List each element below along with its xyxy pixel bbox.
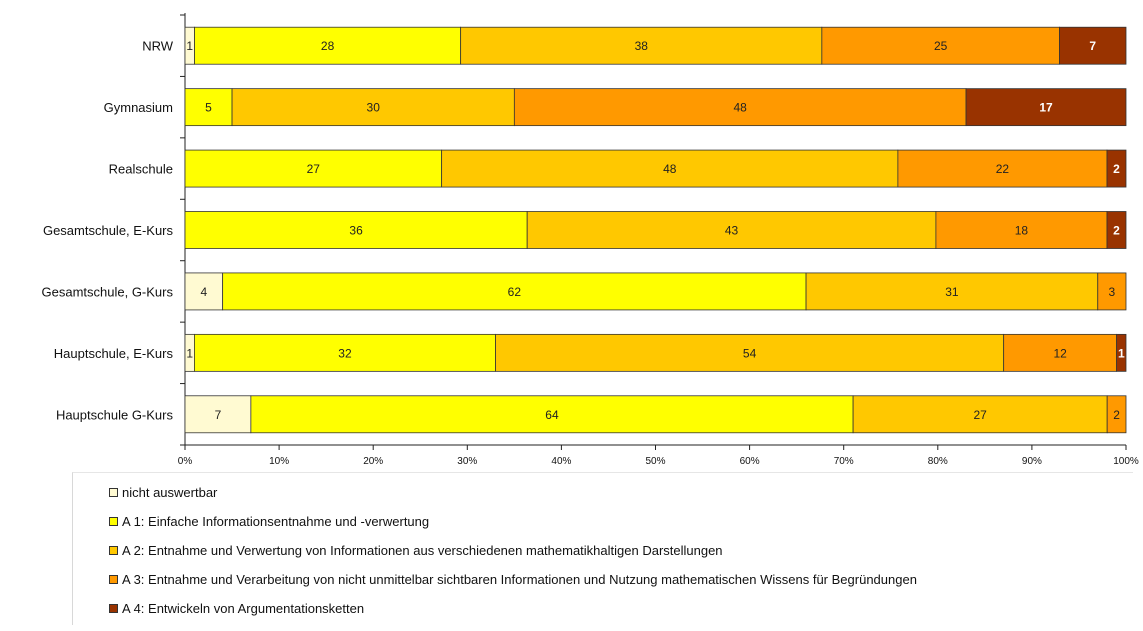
data-label: 2: [1113, 162, 1120, 176]
data-label: 48: [663, 162, 677, 176]
data-label: 17: [1039, 101, 1053, 115]
bar-segment: [852, 395, 1108, 434]
chart-legend: nicht auswertbar A 1: Einfache Informatio…: [72, 472, 1133, 625]
data-label: 54: [743, 346, 757, 360]
legend-swatch: [109, 487, 118, 497]
category-label: Realschule: [109, 162, 173, 177]
legend-swatch: [109, 516, 118, 526]
data-label: 27: [973, 408, 987, 422]
x-tick-label: 100%: [1113, 456, 1139, 467]
legend-label: A 4: Entwickeln von Argumentationsketten: [122, 600, 365, 616]
category-label: Gymnasium: [104, 100, 173, 115]
bar-segment: [935, 211, 1108, 249]
data-label: 32: [338, 346, 352, 360]
bar-segment: [184, 395, 252, 434]
bar-segment: [965, 88, 1127, 127]
bar-segment: [805, 272, 1099, 311]
bar-segment: [184, 272, 224, 311]
x-tick-label: 30%: [457, 456, 477, 467]
bar-segment: [1003, 333, 1117, 372]
x-tick-label: 80%: [928, 456, 948, 467]
legend-swatch: [109, 603, 118, 613]
bar-segment: [495, 333, 1005, 372]
legend-label: A 3: Entnahme und Verarbeitung von nicht…: [122, 571, 917, 587]
legend-item: A 2: Entnahme und Verwertung von Informa…: [109, 541, 723, 559]
data-label: 2: [1113, 408, 1120, 422]
category-label: Hauptschule G-Kurs: [56, 407, 174, 422]
bar-segment: [1106, 395, 1127, 434]
data-label: 28: [321, 39, 335, 53]
x-tick-label: 0%: [178, 456, 193, 467]
category-label: Gesamtschule, E-Kurs: [43, 223, 174, 238]
bar-segment: [441, 149, 899, 188]
x-tick-label: 70%: [834, 456, 854, 467]
bar-segment: [1097, 272, 1127, 311]
x-tick-label: 60%: [740, 456, 760, 467]
legend-item: A 3: Entnahme und Verarbeitung von nicht…: [109, 570, 917, 588]
bar-segment: [1116, 333, 1127, 372]
data-label: 27: [307, 162, 321, 176]
data-label: 22: [996, 162, 1010, 176]
data-label: 25: [934, 39, 948, 53]
legend-label: A 2: Entnahme und Verwertung von Informa…: [122, 542, 723, 558]
data-label: 2: [1113, 224, 1120, 238]
legend-label: A 1: Einfache Informationsentnahme und -…: [122, 513, 430, 529]
data-label: 43: [725, 224, 739, 238]
bar-segment: [821, 26, 1060, 65]
data-label: 30: [367, 101, 381, 115]
bar-segment: [1106, 211, 1127, 249]
category-label: NRW: [142, 39, 174, 54]
legend-item: nicht auswertbar: [109, 483, 217, 501]
chart-svg: 0% 10% 20% 30% 40% 50% 60% 70% 80% 90% 100% NRW 1 28 3…: [42, 13, 1139, 467]
data-label: 38: [635, 39, 649, 53]
x-tick-label: 40%: [551, 456, 571, 467]
data-label: 1: [186, 39, 193, 53]
data-label: 62: [508, 285, 522, 299]
bar-segment: [231, 88, 515, 127]
data-label: 4: [200, 285, 207, 299]
data-label: 64: [545, 408, 559, 422]
bar-segment: [1106, 149, 1127, 188]
data-label: 1: [1118, 346, 1125, 360]
stacked-bar-chart: 0% 10% 20% 30% 40% 50% 60% 70% 80% 90% 100% NRW 1 28 3…: [42, 13, 1139, 467]
data-label: 18: [1015, 224, 1029, 238]
x-tick-label: 90%: [1022, 456, 1042, 467]
legend-swatch: [109, 574, 118, 584]
legend-label: nicht auswertbar: [122, 484, 218, 500]
legend-swatch: [109, 545, 118, 555]
data-label: 31: [945, 285, 959, 299]
bar-segment: [250, 395, 854, 434]
data-label: 48: [734, 101, 748, 115]
category-label: Hauptschule, E-Kurs: [54, 346, 174, 361]
data-label: 3: [1109, 285, 1116, 299]
bar-segment: [513, 88, 967, 127]
data-label: 7: [1089, 39, 1096, 53]
bar-segment: [184, 88, 233, 127]
data-label: 12: [1053, 346, 1067, 360]
data-label: 5: [205, 101, 212, 115]
bar-segment: [194, 26, 462, 65]
data-label: 7: [215, 408, 222, 422]
bar-segment: [526, 211, 937, 249]
x-tick-label: 10%: [269, 456, 289, 467]
bar-segment: [1059, 26, 1127, 65]
data-label: 1: [186, 346, 193, 360]
bar-segment: [184, 149, 443, 188]
data-label: 36: [349, 224, 363, 238]
bar-segment: [897, 149, 1108, 188]
legend-item: A 1: Einfache Informationsentnahme und -…: [109, 512, 429, 530]
bar-segment: [222, 272, 807, 311]
x-tick-label: 50%: [645, 456, 665, 467]
legend-item: A 4: Entwickeln von Argumentationsketten: [109, 599, 364, 617]
category-label: Gesamtschule, G-Kurs: [42, 284, 174, 299]
x-tick-label: 20%: [363, 456, 383, 467]
